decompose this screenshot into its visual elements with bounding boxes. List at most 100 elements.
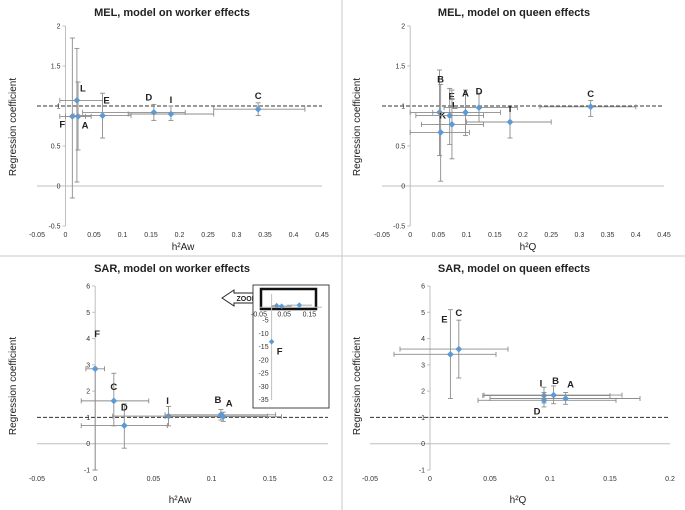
data-point [254, 105, 262, 113]
x-tick-label: 0.05 [483, 476, 497, 483]
x-tick-label: 0.35 [601, 232, 615, 239]
x-tick-label: 0.25 [544, 232, 558, 239]
inset-x-tick-label: -0.05 [251, 311, 267, 318]
y-tick-label: 0.5 [395, 144, 405, 151]
inset-y-tick-label: -5 [262, 318, 268, 325]
x-tick-label: 0 [408, 232, 412, 239]
x-axis-label: h²Q [520, 242, 537, 253]
data-point [150, 109, 158, 116]
point-label: A [226, 399, 233, 410]
data-point [562, 395, 569, 402]
y-tick-label: -0.5 [393, 224, 405, 231]
point-label: B [214, 395, 221, 406]
chart-title: SAR, model on worker effects [94, 263, 250, 275]
inset-data-point [273, 302, 280, 309]
x-tick-label: 0.15 [263, 476, 277, 483]
x-tick-label: 0.1 [462, 232, 472, 239]
x-tick-label: 0.3 [232, 232, 242, 239]
x-tick-label: 0.4 [631, 232, 641, 239]
x-tick-label: 0.15 [603, 476, 617, 483]
chart-title: SAR, model on queen effects [438, 263, 590, 275]
data-point [165, 412, 172, 420]
y-tick-label: -0.5 [48, 224, 60, 231]
y-tick-label: 2 [421, 389, 425, 396]
x-tick-label: 0.15 [488, 232, 502, 239]
y-tick-label: 4 [421, 336, 425, 343]
y-tick-label: 2 [401, 24, 405, 31]
point-label: C [255, 91, 262, 102]
y-tick-label: 1.5 [395, 64, 405, 71]
panel-mel-worker: MEL, model on worker effects Regression … [8, 7, 329, 253]
x-tick-label: 0 [428, 476, 432, 483]
chart-title: MEL, model on worker effects [94, 7, 250, 19]
panel-sar-queen: SAR, model on queen effects Regression c… [352, 263, 675, 506]
y-tick-label: 6 [421, 284, 425, 291]
x-tick-label: 0.05 [87, 232, 101, 239]
y-axis-label: Regression coefficient [352, 78, 363, 176]
point-label: D [534, 406, 541, 417]
x-tick-label: -0.05 [29, 232, 45, 239]
y-tick-label: -1 [84, 468, 90, 475]
y-tick-label: 3 [86, 362, 90, 369]
y-tick-label: 0 [57, 184, 61, 191]
data-point [506, 118, 514, 126]
data-point [74, 113, 82, 120]
data-point [120, 422, 128, 429]
point-label: I [509, 104, 512, 115]
inset-y-tick-label: -15 [258, 344, 268, 351]
inset-point-label: F [277, 347, 283, 358]
point-label: I [166, 396, 169, 407]
x-tick-label: 0.2 [175, 232, 185, 239]
point-label: A [567, 380, 574, 391]
point-label: D [476, 87, 483, 98]
x-tick-label: 0.35 [258, 232, 272, 239]
x-tick-label: 0.1 [207, 476, 217, 483]
y-axis-label: Regression coefficient [8, 78, 19, 176]
x-tick-label: -0.05 [362, 476, 378, 483]
x-tick-label: 0.25 [201, 232, 215, 239]
y-tick-label: 5 [86, 310, 90, 317]
y-tick-label: 1 [401, 104, 405, 111]
point-label: A [462, 88, 469, 99]
x-tick-label: 0 [64, 232, 68, 239]
point-label: I [540, 379, 543, 390]
data-point [455, 345, 463, 353]
y-tick-label: 2 [86, 389, 90, 396]
data-point [99, 112, 106, 119]
point-label: E [441, 314, 447, 325]
y-tick-label: 1 [57, 104, 61, 111]
point-label: F [59, 119, 65, 130]
data-point [73, 97, 81, 104]
x-tick-label: 0.05 [147, 476, 161, 483]
y-tick-label: 6 [86, 284, 90, 291]
point-label: C [587, 89, 594, 100]
point-label: I [170, 95, 173, 106]
y-tick-label: 0 [401, 184, 405, 191]
y-tick-label: 0.5 [51, 144, 61, 151]
data-point [587, 103, 595, 111]
point-label: B [552, 376, 559, 387]
point-label: D [121, 403, 128, 414]
inset-x-tick-label: 0.05 [277, 311, 291, 318]
x-tick-label: -0.05 [374, 232, 390, 239]
x-tick-label: -0.05 [29, 476, 45, 483]
data-point [167, 110, 175, 118]
x-tick-label: 0.4 [289, 232, 299, 239]
x-tick-label: 0.2 [518, 232, 528, 239]
x-axis-label: h²Aw [169, 495, 192, 506]
point-label: B [437, 74, 444, 85]
x-tick-label: 0.2 [665, 476, 675, 483]
panel-sar-worker: SAR, model on worker effects Regression … [8, 263, 333, 506]
data-point [110, 397, 118, 405]
point-label: F [94, 329, 100, 340]
x-tick-label: 0.3 [575, 232, 585, 239]
data-point [475, 104, 483, 111]
y-axis-label: Regression coefficient [8, 337, 19, 435]
zoom-highlight-box [259, 287, 318, 311]
inset-y-tick-label: -35 [258, 397, 268, 404]
y-tick-label: -1 [419, 468, 425, 475]
inset-y-tick-label: -10 [258, 331, 268, 338]
point-label: C [110, 382, 117, 393]
x-tick-label: 0.45 [315, 232, 329, 239]
x-tick-label: 0.15 [144, 232, 158, 239]
